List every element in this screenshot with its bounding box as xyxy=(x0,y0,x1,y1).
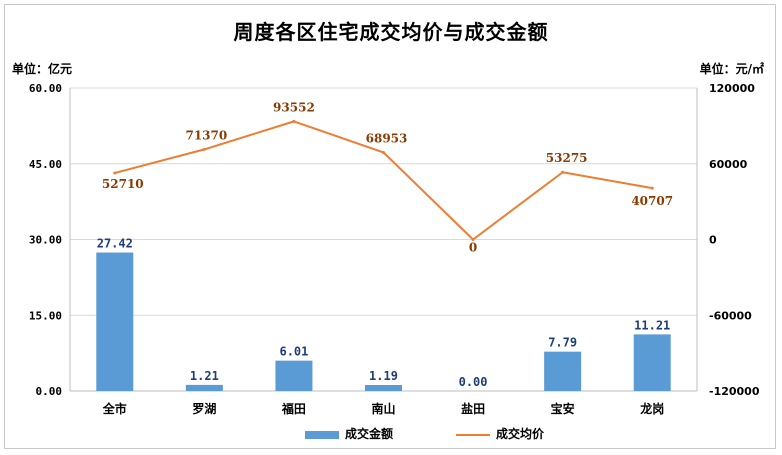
y-left-tick-label: 30.00 xyxy=(29,234,62,247)
line-point xyxy=(382,150,385,154)
y-right-tick-label: -120000 xyxy=(709,385,760,398)
bar xyxy=(365,384,402,391)
bar-data-label: 11.21 xyxy=(634,318,670,332)
legend-bar-label: 成交金额 xyxy=(345,427,394,441)
y-left-tick-label: 15.00 xyxy=(29,309,62,322)
line-point xyxy=(113,171,117,175)
line-point xyxy=(561,170,565,174)
bar-data-label: 1.21 xyxy=(190,369,219,383)
y-right-tick-label: 60000 xyxy=(709,158,748,171)
line-point xyxy=(292,119,296,123)
line-data-label: 40707 xyxy=(631,194,673,208)
y-left-tick-label: 0.00 xyxy=(36,385,63,398)
y-left-tick-label: 45.00 xyxy=(29,158,62,171)
line-data-label: 53275 xyxy=(546,151,588,165)
y-right-tick-label: 120000 xyxy=(709,82,755,95)
line-point xyxy=(471,238,475,241)
bar-data-label: 1.19 xyxy=(369,369,398,383)
left-axis-unit: 单位：亿元 xyxy=(12,62,73,76)
bar-data-label: 6.01 xyxy=(279,345,308,359)
bar xyxy=(544,351,582,391)
bar xyxy=(185,384,223,391)
legend-line-label: 成交均价 xyxy=(496,427,545,441)
y-left-tick-label: 60.00 xyxy=(29,82,62,95)
x-tick-label: 南山 xyxy=(371,401,395,416)
y-right-tick-label: 0 xyxy=(709,234,717,247)
x-tick-label: 盐田 xyxy=(461,401,485,416)
bar-data-label: 0.00 xyxy=(459,375,488,389)
line-data-label: 52710 xyxy=(102,177,144,191)
x-tick-label: 罗湖 xyxy=(192,401,216,416)
line-data-label: 68953 xyxy=(366,131,408,145)
line-point xyxy=(202,147,206,151)
line-data-label: 71370 xyxy=(185,128,227,142)
bar xyxy=(96,252,134,391)
legend-item-line: 成交均价 xyxy=(456,425,544,442)
x-tick-label: 福田 xyxy=(281,401,306,416)
bar xyxy=(633,334,671,391)
right-axis-unit: 单位：元/㎡ xyxy=(699,62,764,76)
x-tick-label: 龙岗 xyxy=(640,401,664,416)
bar xyxy=(275,360,313,391)
y-right-tick-label: -60000 xyxy=(709,309,752,322)
x-tick-label: 宝安 xyxy=(551,401,575,416)
x-tick-label: 全市 xyxy=(102,401,127,416)
legend-bar-swatch xyxy=(305,430,339,439)
line-data-label: 0 xyxy=(469,241,477,255)
line-point xyxy=(650,186,654,190)
chart-title: 周度各区住宅成交均价与成交金额 xyxy=(233,20,549,44)
bar-data-label: 27.42 xyxy=(97,237,133,251)
legend-item-bar: 成交金额 xyxy=(305,425,393,442)
bar-data-label: 7.79 xyxy=(548,336,577,350)
line-data-label: 93552 xyxy=(273,100,315,114)
legend-line-swatch xyxy=(456,433,490,436)
